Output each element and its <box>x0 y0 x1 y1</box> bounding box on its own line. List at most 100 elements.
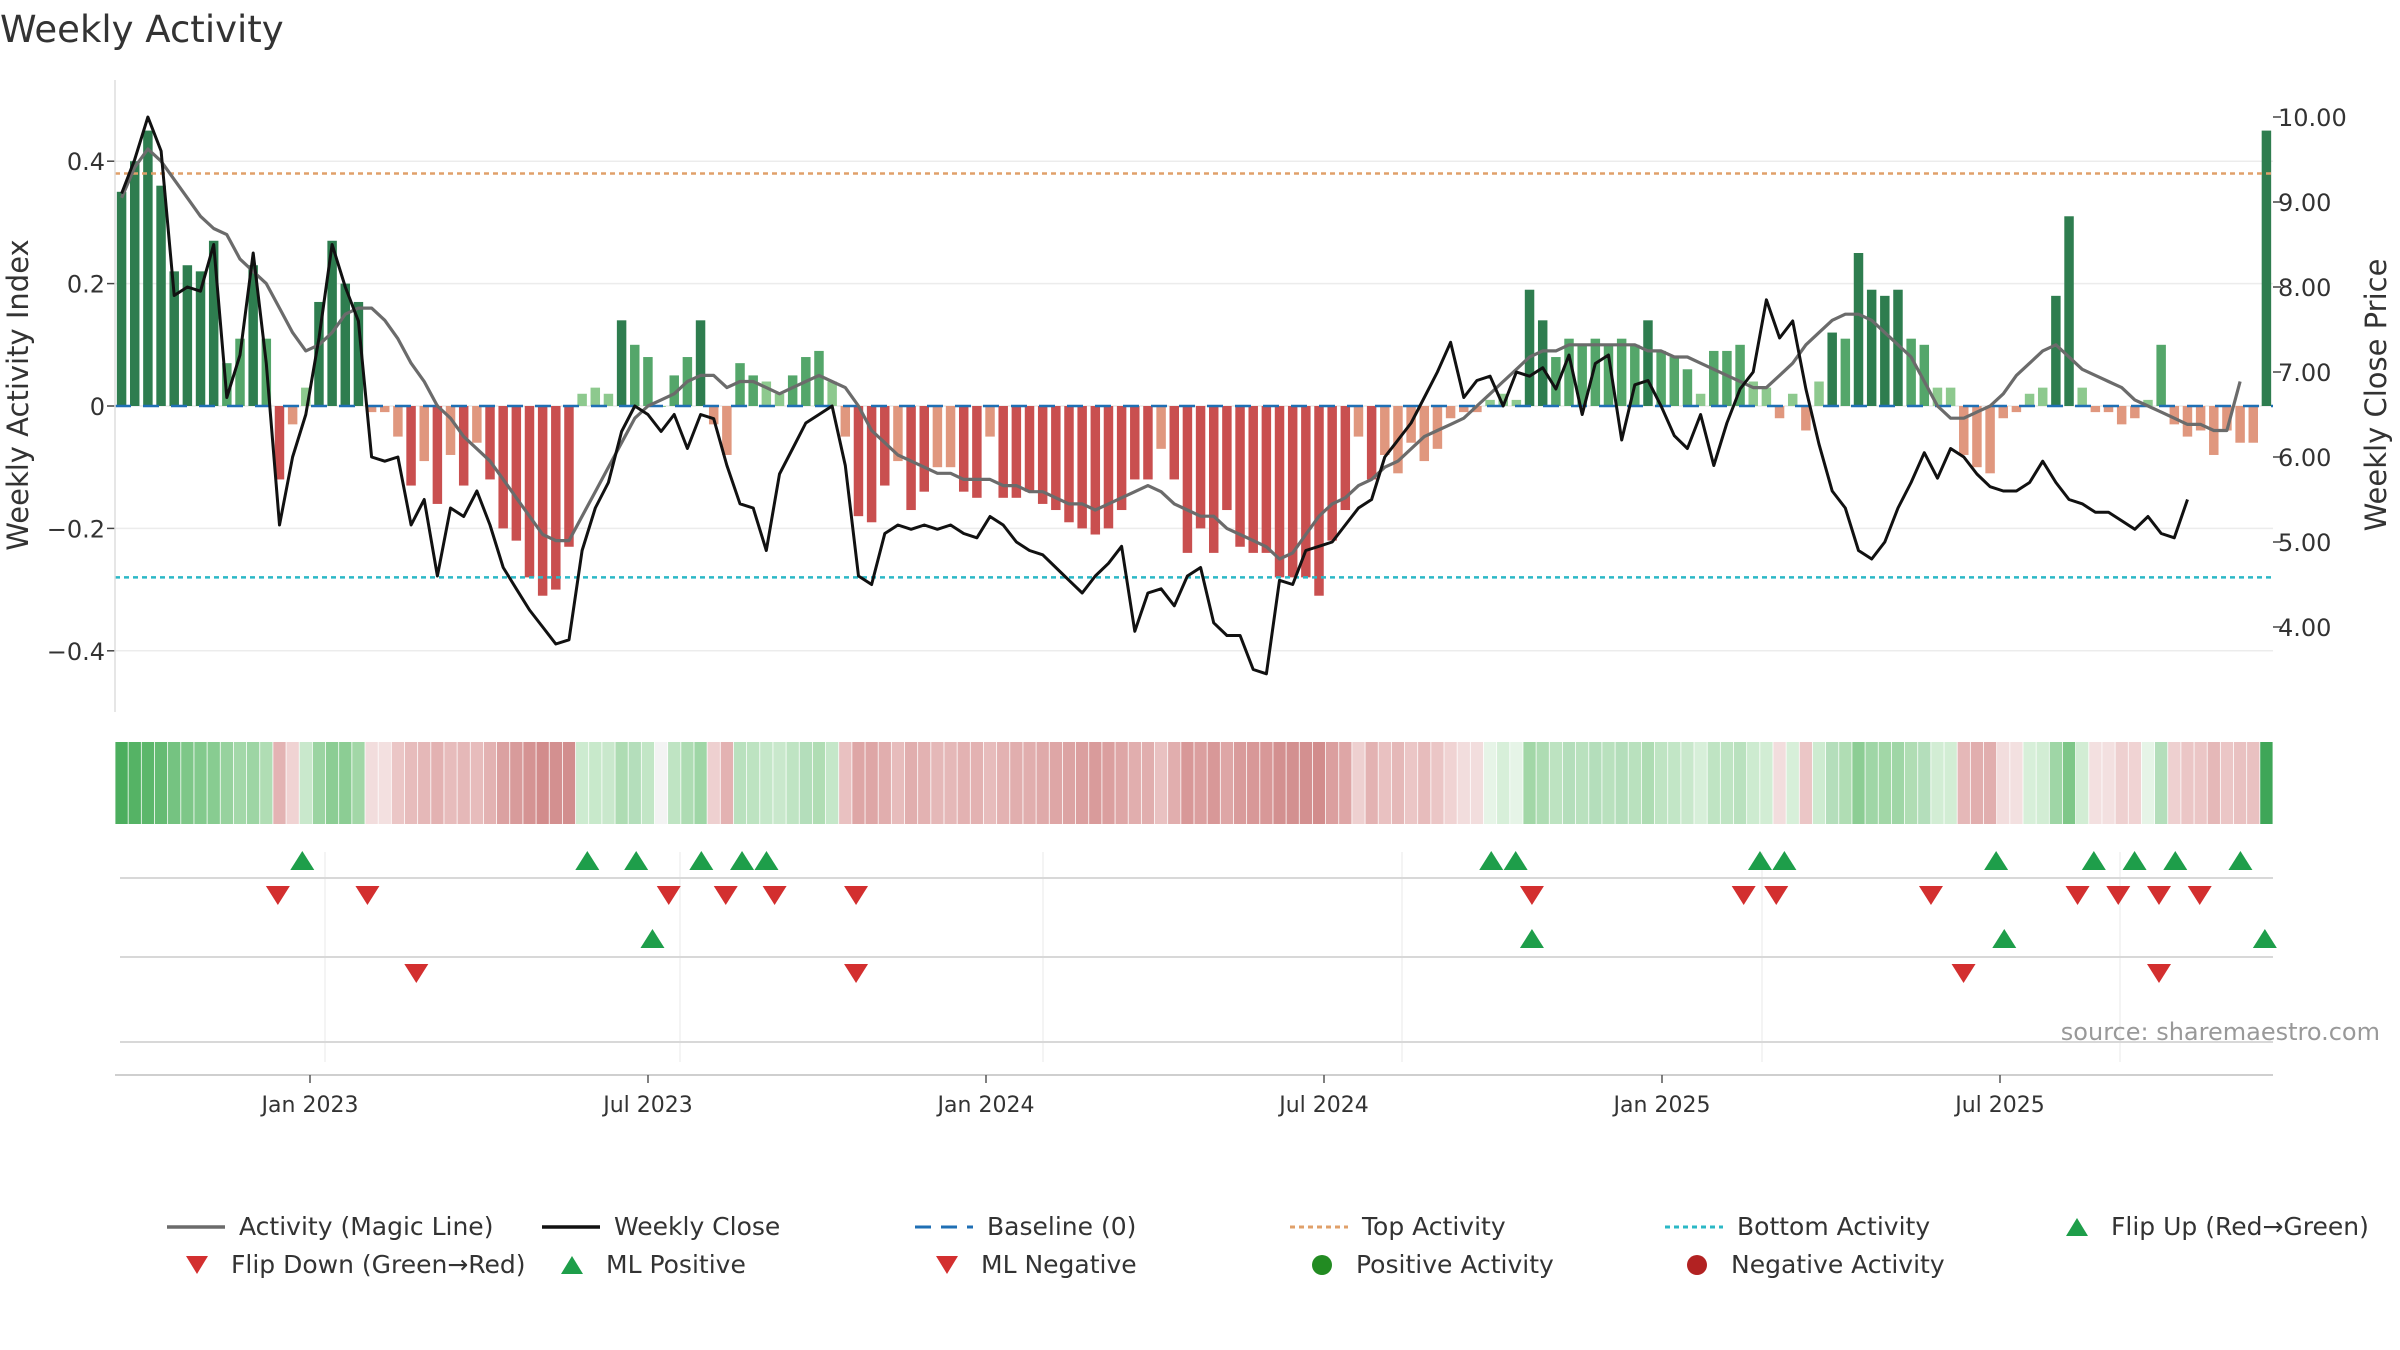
strip-cell <box>1247 742 1260 824</box>
strip-cell <box>1431 742 1444 824</box>
strip-cell <box>589 742 602 824</box>
strip-cell <box>1957 742 1970 824</box>
legend-label: Top Activity <box>1362 1212 1506 1241</box>
ml-negative-marker <box>1951 964 1976 983</box>
activity-bar <box>511 406 522 541</box>
strip-cell <box>1891 742 1905 824</box>
strip-cell <box>1918 742 1931 824</box>
strip-cell <box>615 742 628 824</box>
activity-bar <box>1459 406 1469 413</box>
activity-bar <box>1945 387 1956 406</box>
activity-bar <box>2143 399 2153 406</box>
activity-bar <box>630 344 640 406</box>
activity-bar <box>524 406 535 578</box>
strip-cell <box>1641 742 1655 824</box>
x-tick-label: Jul 2024 <box>1277 1093 1369 1118</box>
strip-cell <box>1786 742 1799 824</box>
strip-cell <box>1497 742 1510 824</box>
strip-cell <box>1839 742 1852 824</box>
activity-bar <box>472 406 482 443</box>
activity-bar <box>1235 406 1245 547</box>
activity-bar <box>1169 406 1179 480</box>
strip-cell <box>431 742 444 824</box>
activity-bar <box>761 381 772 406</box>
y-tick-label-right: 10.00 <box>2278 104 2347 132</box>
strip-cell <box>273 742 286 824</box>
activity-bar <box>1682 369 1693 406</box>
legend-label: Flip Up (Red→Green) <box>2111 1212 2369 1241</box>
strip-cell <box>1352 742 1365 824</box>
activity-bar <box>301 387 311 406</box>
activity-bar <box>458 406 469 486</box>
strip-cell <box>1049 742 1063 824</box>
strip-cell <box>904 742 918 824</box>
activity-bar <box>1485 399 1495 406</box>
strip-cell <box>1562 742 1576 824</box>
strip-cell <box>1220 742 1234 824</box>
strip-cell <box>1207 742 1220 824</box>
activity-bar <box>2103 406 2114 413</box>
y-tick-label-left: 0.2 <box>67 271 105 299</box>
activity-bar <box>1287 406 1298 578</box>
strip-cell <box>181 742 194 824</box>
activity-bar <box>2235 406 2245 443</box>
strip-cell <box>2260 742 2273 824</box>
activity-bar <box>616 320 627 406</box>
strip-cell <box>1036 742 1049 824</box>
activity-bar <box>564 406 574 547</box>
strip-cell <box>931 742 944 824</box>
activity-bar <box>1248 406 1258 553</box>
flip-down-marker <box>1918 886 1943 905</box>
strip-cell <box>1470 742 1484 824</box>
activity-bar <box>1209 406 1219 553</box>
activity-bar <box>1024 406 1035 492</box>
activity-bar <box>590 387 601 406</box>
activity-bar <box>2024 393 2035 406</box>
strip-cell <box>878 742 891 824</box>
activity-bar <box>1551 357 1561 406</box>
strip-cell <box>1339 742 1352 824</box>
activity-bar <box>1787 393 1798 406</box>
activity-bar <box>577 393 587 406</box>
strip-cell <box>141 742 155 824</box>
activity-bar <box>1616 338 1627 406</box>
legend-label: Bottom Activity <box>1737 1212 1931 1241</box>
activity-bar <box>208 240 219 406</box>
strip-cell <box>418 742 431 824</box>
activity-bar <box>1985 406 1995 474</box>
legend-item-flip-down: Flip Down (Green→Red) <box>175 1250 526 1279</box>
strip-cell <box>1536 742 1549 824</box>
flip-up-marker <box>2163 851 2188 870</box>
strip-cell <box>1720 742 1734 824</box>
y-tick-label-left: 0.4 <box>67 148 105 176</box>
activity-bar <box>1774 406 1785 419</box>
x-tick-label: Jan 2024 <box>936 1093 1035 1118</box>
activity-bar <box>1814 381 1824 406</box>
dot-icon <box>1687 1254 1707 1275</box>
activity-bar <box>985 406 995 437</box>
activity-bar <box>603 393 614 406</box>
strip-cell <box>378 742 391 824</box>
strip-cell <box>1812 742 1826 824</box>
legend-label: Weekly Close <box>614 1212 781 1241</box>
strip-cell <box>812 742 826 824</box>
activity-bar <box>1511 399 1522 406</box>
strip-cell <box>1681 742 1694 824</box>
strip-cell <box>720 742 734 824</box>
strip-cell <box>1457 742 1470 824</box>
strip-cell <box>825 742 839 824</box>
legend-item-negative-activity: Negative Activity <box>1675 1250 1945 1279</box>
strip-cell <box>760 742 773 824</box>
strip-cell <box>312 742 326 824</box>
strip-cell <box>444 742 457 824</box>
strip-cell <box>1010 742 1023 824</box>
strip-cell <box>1510 742 1523 824</box>
flip-up-marker <box>689 851 714 870</box>
flip-down-marker <box>1764 886 1789 905</box>
flip-down-marker <box>713 886 738 905</box>
activity-bar <box>406 406 416 486</box>
strip-cell <box>1931 742 1944 824</box>
strip-cell <box>2207 742 2220 824</box>
strip-cell <box>1260 742 1273 824</box>
activity-bar <box>445 406 456 455</box>
